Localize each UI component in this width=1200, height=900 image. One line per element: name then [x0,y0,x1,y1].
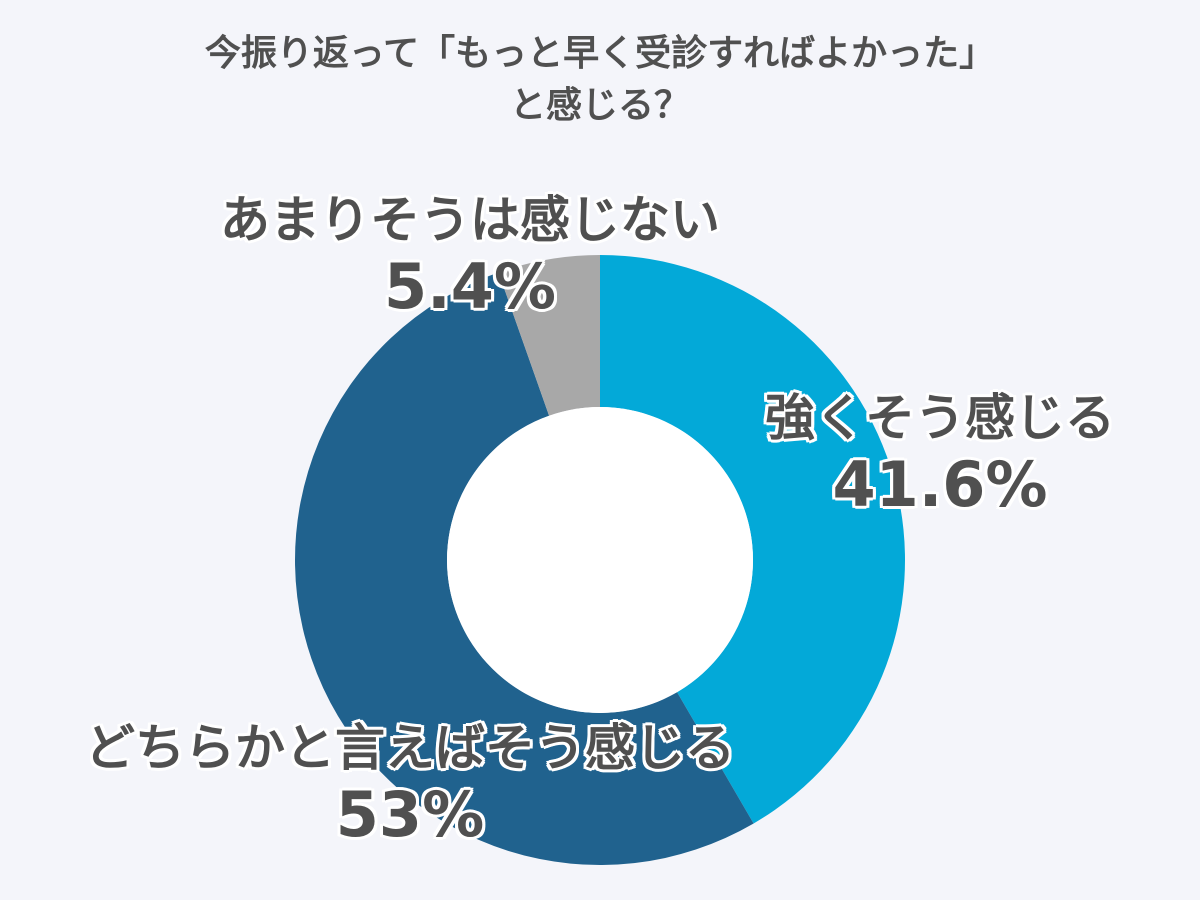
slice-label-name: あまりそうは感じない [220,191,720,249]
slice-label-value: 53% [335,778,485,851]
slice-label-value: 5.4% [384,250,556,323]
slice-label-value: 41.6% [832,448,1048,521]
slice-label-name: 強くそう感じる [765,389,1115,447]
donut-slice-strongly-agree [600,255,906,824]
chart-title-line1: 今振り返って「もっと早く受診すればよかった」 [204,33,996,74]
donut-slice-somewhat-agree [295,272,754,865]
slice-label-somewhat-agree: どちらかと言えばそう感じる 53% [20,718,800,852]
slice-label-name: どちらかと言えばそう感じる [85,719,735,777]
chart-title-line2: と感じる？ [509,85,690,126]
donut-hole [447,407,753,713]
slice-label-not-really: あまりそうは感じない 5.4% [170,190,770,324]
chart-title: 今振り返って「もっと早く受診すればよかった」 と感じる？ [0,28,1200,132]
donut-slice-not-really [498,255,600,416]
slice-label-strongly-agree: 強くそう感じる 41.6% [730,388,1150,522]
